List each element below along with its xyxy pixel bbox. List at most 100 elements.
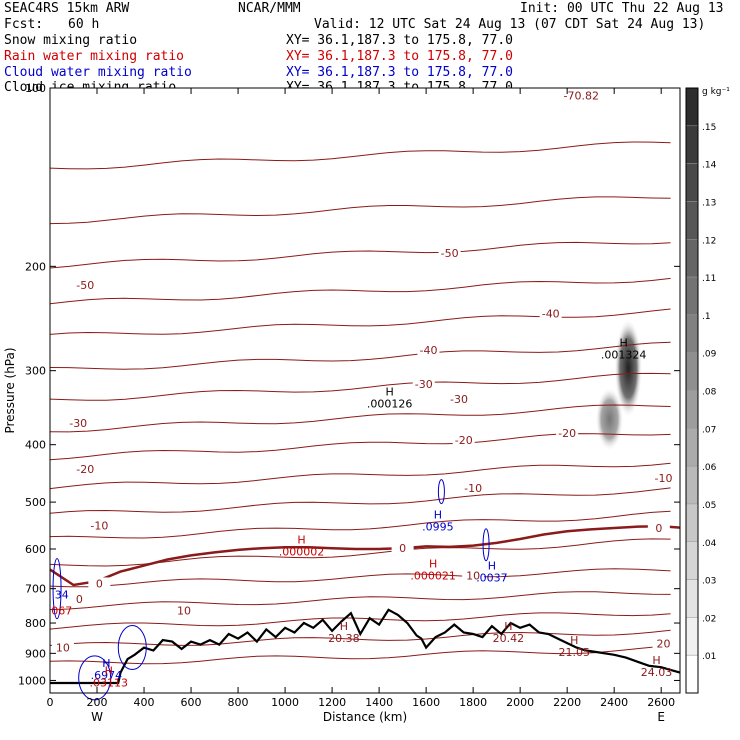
field-xy-snow: XY= 36.1,187.3 to 175.8, 77.0 bbox=[286, 33, 513, 48]
isotherm-label: -20 bbox=[455, 434, 473, 447]
colorbar-tick-label: .03 bbox=[702, 577, 716, 587]
isotherm-label: 0 bbox=[655, 522, 662, 535]
init-time: Init: 00 UTC Thu 22 Aug 13 bbox=[520, 1, 724, 16]
x-tick-label: 1200 bbox=[318, 696, 346, 709]
extremum-value: .000002 bbox=[279, 546, 325, 559]
colorbar-tick-label: .05 bbox=[702, 501, 716, 511]
isotherm-line-1 bbox=[49, 196, 671, 225]
isotherm-label: -50 bbox=[76, 279, 94, 292]
colorbar-tick-label: .04 bbox=[702, 539, 717, 549]
extremum-mark: H bbox=[619, 336, 627, 349]
field-name-snow: Snow mixing ratio bbox=[4, 33, 138, 48]
colorbar-tick-label: .11 bbox=[702, 274, 716, 284]
isotherm-line-9 bbox=[49, 462, 671, 490]
isotherm-label: -10 bbox=[90, 520, 108, 533]
cloud-water-contour-2 bbox=[117, 625, 147, 671]
isotherm-label: -40 bbox=[419, 344, 437, 357]
isotherm-label: 0 bbox=[399, 542, 406, 555]
colorbar-tick-label: .14 bbox=[702, 161, 717, 171]
isotherm-label: -40 bbox=[542, 307, 560, 320]
contour-label-bg bbox=[452, 434, 475, 446]
contour-label-bg bbox=[652, 637, 675, 649]
contour-label-bg bbox=[51, 641, 74, 653]
y-tick-label: 600 bbox=[25, 543, 46, 556]
extremum-value: .0995 bbox=[422, 520, 454, 533]
x-tick-label: 1400 bbox=[365, 696, 393, 709]
isotherm-label: 0 bbox=[96, 577, 103, 590]
isotherm-label: 20 bbox=[657, 637, 671, 650]
x-tick-label: 2400 bbox=[600, 696, 628, 709]
freezing-level-line bbox=[49, 524, 681, 587]
extremum-value: .6974 bbox=[91, 669, 123, 682]
colorbar-tick-label: .01 bbox=[702, 652, 716, 662]
model-title: SEAC4RS 15km ARW bbox=[4, 1, 130, 16]
colorbar-cell-1 bbox=[685, 125, 699, 164]
center-name: NCAR/MMM bbox=[238, 1, 301, 16]
isotherm-label: -10 bbox=[464, 482, 482, 495]
y-axis-label: Pressure (hPa) bbox=[3, 347, 17, 433]
x-tick-label: 0 bbox=[47, 696, 54, 709]
isotherm-label: -10 bbox=[655, 472, 673, 485]
isotherm-label: 10 bbox=[56, 642, 70, 655]
y-tick-label: 500 bbox=[25, 496, 46, 509]
east-end-label: E bbox=[657, 710, 665, 724]
isotherm-line-11 bbox=[49, 510, 671, 539]
isotherm-line-16 bbox=[49, 629, 671, 646]
extremum-mark: H bbox=[504, 620, 512, 633]
contour-label-bg bbox=[417, 344, 440, 356]
y-tick-label: 1000 bbox=[18, 674, 46, 687]
isotherm-label: -30 bbox=[415, 378, 433, 391]
extremum-value: .0037 bbox=[476, 572, 508, 585]
colorbar-cell-6 bbox=[685, 314, 699, 353]
isotherm-line-7 bbox=[49, 404, 671, 433]
isotherm-line-4 bbox=[49, 308, 671, 335]
cloud-water-contour-1 bbox=[482, 528, 490, 562]
plot-frame bbox=[49, 87, 681, 694]
isotherm-label: 10 bbox=[177, 605, 191, 618]
extremum-value: 24.03 bbox=[641, 666, 673, 679]
x-tick-label: 1600 bbox=[412, 696, 440, 709]
x-tick-label: 2600 bbox=[647, 696, 675, 709]
snow-shading-0 bbox=[614, 318, 643, 418]
colorbar-cell-14 bbox=[685, 617, 699, 656]
contour-label-bg bbox=[68, 592, 91, 604]
contour-label-bg bbox=[647, 522, 670, 534]
colorbar-cell-7 bbox=[685, 352, 699, 391]
terrain-line bbox=[50, 608, 681, 685]
isotherm-line-10 bbox=[49, 487, 671, 514]
extremum-mark: H bbox=[570, 634, 578, 647]
x-tick-label: 1800 bbox=[459, 696, 487, 709]
isotherm-line-0 bbox=[49, 141, 671, 170]
contour-label-bg bbox=[462, 481, 485, 493]
colorbar-cell-9 bbox=[685, 428, 699, 467]
isotherm-line-14 bbox=[49, 591, 671, 611]
x-tick-label: 1000 bbox=[271, 696, 299, 709]
isotherm-line-13 bbox=[49, 568, 671, 588]
colorbar-tick-label: .12 bbox=[702, 236, 716, 246]
colorbar-tick-label: .09 bbox=[702, 350, 717, 360]
isotherm-label: 10 bbox=[466, 569, 480, 582]
colorbar-cell-11 bbox=[685, 503, 699, 542]
contour-label-bg bbox=[88, 577, 111, 589]
extremum-value: 067 bbox=[51, 605, 72, 618]
contour-label-bg bbox=[570, 89, 593, 101]
colorbar-cell-3 bbox=[685, 201, 699, 240]
snow-shading-1 bbox=[595, 387, 624, 452]
contour-label-bg bbox=[462, 569, 485, 581]
colorbar-tick-label: .1 bbox=[702, 312, 711, 322]
colorbar-cell-5 bbox=[685, 276, 699, 316]
y-top-label: 100 bbox=[25, 82, 46, 95]
x-axis-label: Distance (km) bbox=[323, 710, 407, 724]
extremum-mark: H bbox=[297, 534, 305, 547]
colorbar-cell-2 bbox=[685, 163, 699, 202]
extremum-value: 34 bbox=[55, 589, 69, 602]
field-xy-rain: XY= 36.1,187.3 to 175.8, 77.0 bbox=[286, 49, 513, 64]
colorbar-cell-0 bbox=[685, 87, 699, 127]
extremum-value: .000021 bbox=[410, 570, 456, 583]
x-tick-label: 200 bbox=[87, 696, 108, 709]
colorbar-tick-label: .13 bbox=[702, 198, 716, 208]
y-tick-label: 300 bbox=[25, 365, 46, 378]
extremum-mark: H bbox=[340, 620, 348, 633]
contour-label-bg bbox=[391, 542, 414, 554]
